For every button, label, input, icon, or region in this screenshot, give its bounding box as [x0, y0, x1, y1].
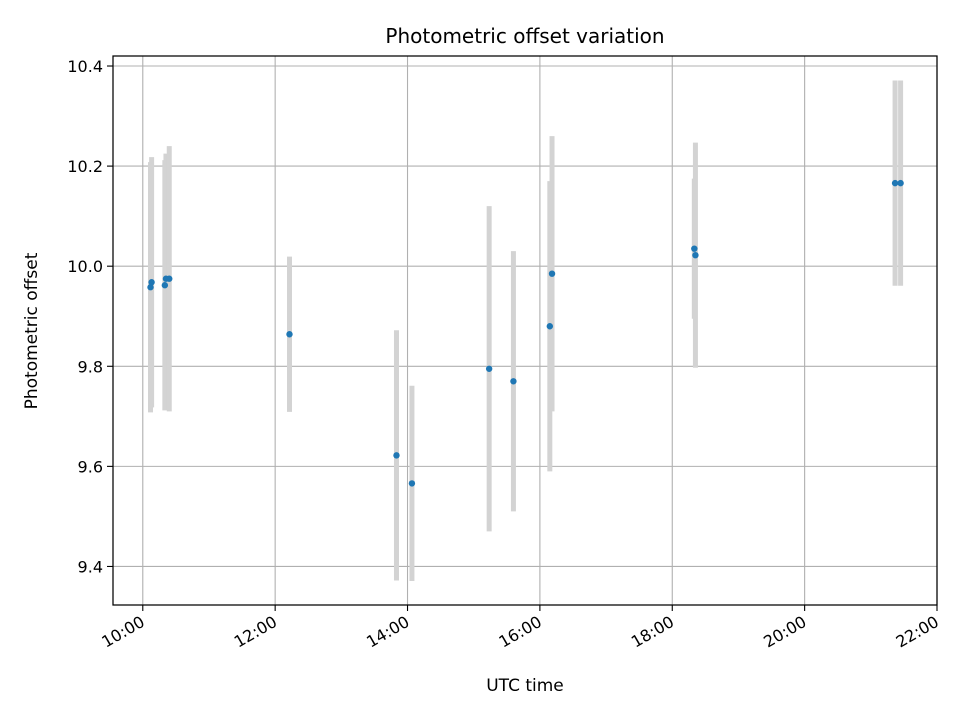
- data-point: [897, 179, 904, 187]
- data-point: [147, 284, 154, 291]
- data-point: [548, 270, 556, 277]
- data-point: [161, 282, 169, 289]
- y-axis-label: Photometric offset: [22, 252, 42, 409]
- data-point: [692, 251, 699, 259]
- grid: [113, 56, 938, 605]
- data-point: [393, 452, 400, 459]
- data-point: [408, 480, 416, 487]
- plot-frame: [112, 55, 938, 606]
- y-tick-label: 10.4: [67, 57, 103, 76]
- y-tick-label: 10.0: [67, 257, 103, 276]
- data-point: [891, 179, 899, 187]
- y-tick-label: 9.6: [78, 457, 103, 476]
- data-points: [147, 179, 904, 487]
- data-point: [510, 378, 517, 385]
- data-point: [546, 323, 554, 330]
- y-tick-label: 10.2: [67, 157, 103, 176]
- y-tick-label: 9.8: [78, 357, 103, 376]
- y-tick-label: 9.4: [78, 557, 103, 576]
- data-point: [148, 279, 155, 286]
- y-axis: 9.4 9.6 9.8 10.0 10.2 10.4: [67, 57, 113, 576]
- data-point: [691, 245, 698, 252]
- data-point: [485, 365, 493, 372]
- data-point: [286, 331, 293, 338]
- x-axis-label: UTC time: [486, 676, 564, 696]
- chart-title: Photometric offset variation: [385, 24, 664, 48]
- data-point: [166, 275, 173, 282]
